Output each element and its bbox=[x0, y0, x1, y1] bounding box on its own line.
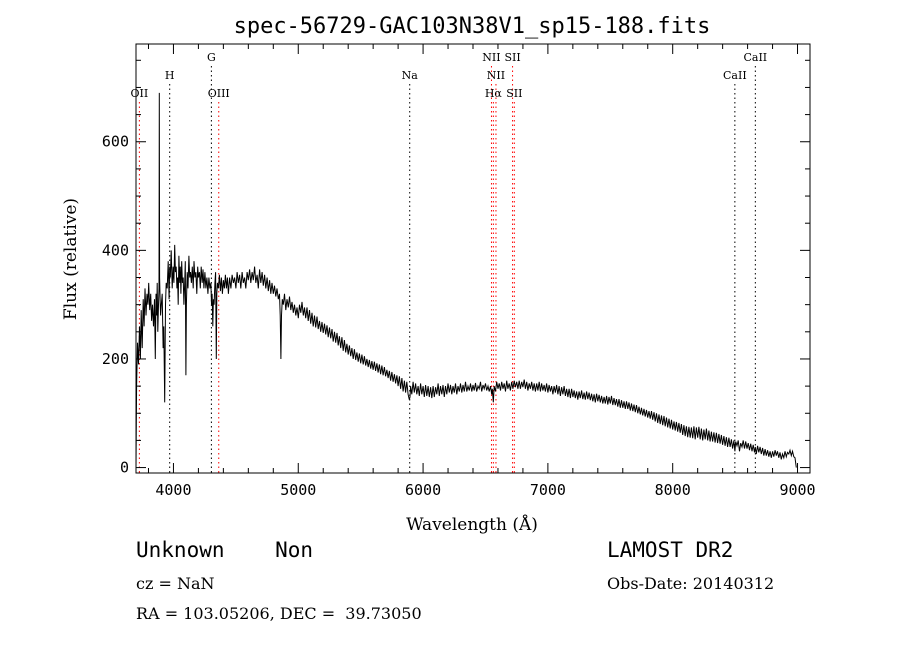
x-tick-label: 8000 bbox=[655, 481, 691, 499]
spectral-line-label: OIII bbox=[208, 87, 230, 100]
x-axis-label: Wavelength (Å) bbox=[406, 514, 538, 535]
plot-frame bbox=[135, 43, 811, 474]
x-tick-label: 6000 bbox=[405, 481, 441, 499]
spectral-line-label: SII bbox=[504, 51, 520, 64]
survey-name: LAMOST DR2 bbox=[607, 538, 734, 562]
spectral-line-label: Na bbox=[402, 69, 419, 82]
y-tick-label: 200 bbox=[102, 350, 129, 368]
observation-date: Obs-Date: 20140312 bbox=[607, 574, 775, 593]
spectral-line-label: H bbox=[165, 69, 175, 82]
y-tick-label: 400 bbox=[102, 241, 129, 259]
x-tick-label: 9000 bbox=[779, 481, 815, 499]
object-class: Unknown bbox=[136, 538, 225, 562]
spectral-line-label: SII bbox=[506, 87, 522, 100]
x-tick-label: 5000 bbox=[280, 481, 316, 499]
spectrum-series-line bbox=[135, 92, 797, 468]
y-tick-label: 600 bbox=[102, 133, 129, 151]
axis-ticks: 4000 5000 6000 7000 8000 9000 0 200 400 600 bbox=[102, 44, 816, 499]
redshift-cz: cz = NaN bbox=[136, 574, 215, 593]
spectral-line-label: CaII bbox=[743, 51, 767, 64]
chart-title: spec-56729-GAC103N38V1_sp15-188.fits bbox=[234, 14, 711, 39]
spectral-line-label: NII bbox=[487, 69, 505, 82]
spectral-line-label: CaII bbox=[723, 69, 747, 82]
object-class-line: Unknown Non bbox=[136, 538, 313, 562]
y-tick-label: 0 bbox=[120, 459, 129, 477]
object-subclass: Non bbox=[275, 538, 314, 562]
spectral-line-label: Hα bbox=[485, 87, 503, 100]
y-axis-label: Flux (relative) bbox=[61, 198, 81, 320]
spectral-line-label: OII bbox=[131, 87, 149, 100]
spectral-line-label: NII bbox=[482, 51, 500, 64]
spectral-line-label: G bbox=[207, 51, 216, 64]
x-tick-label: 7000 bbox=[530, 481, 566, 499]
x-tick-label: 4000 bbox=[155, 481, 191, 499]
ra-dec-coordinates: RA = 103.05206, DEC = 39.73050 bbox=[136, 604, 422, 623]
